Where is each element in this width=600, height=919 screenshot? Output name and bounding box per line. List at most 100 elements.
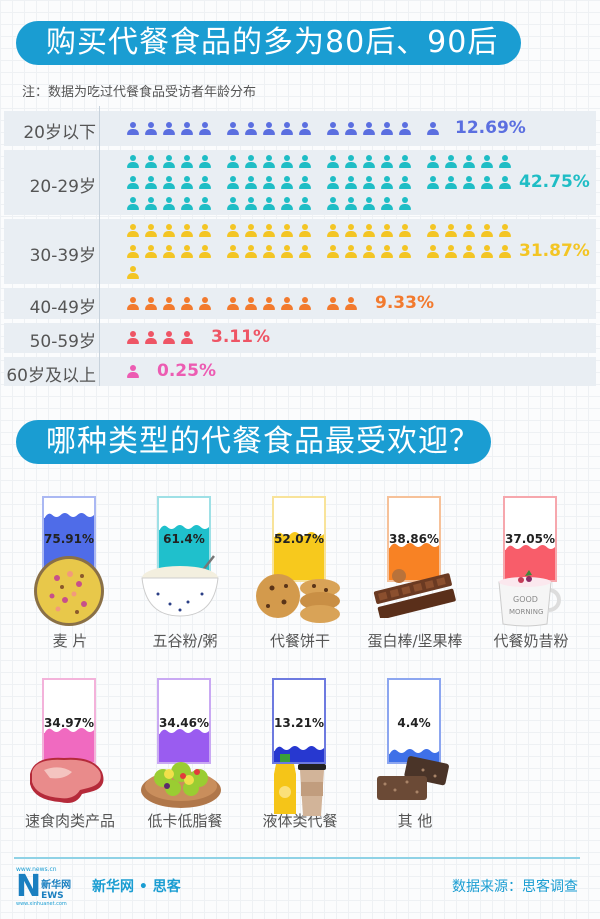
logo-top-url: www.news.cn	[16, 866, 57, 873]
glass-fill-level	[274, 532, 324, 580]
logo-news: EWS	[41, 891, 64, 901]
fill-glass	[272, 678, 326, 764]
person-icon	[427, 154, 439, 169]
section1-title: 购买代餐食品的多为80后、90后	[16, 21, 521, 65]
person-icon	[145, 331, 157, 345]
person-icon	[145, 223, 157, 238]
person-icon	[127, 331, 139, 345]
person-icon	[345, 244, 357, 259]
person-icon	[145, 154, 157, 169]
age-row	[4, 323, 596, 353]
glass-fill-level	[159, 729, 209, 762]
age-percentage: 31.87%	[519, 240, 590, 261]
person-icon	[181, 175, 193, 190]
person-icon	[163, 223, 175, 238]
section2-title: 哪种类型的代餐食品最受欢迎？	[16, 420, 491, 464]
food-percentage: 61.4%	[163, 532, 205, 546]
food-label: 其 他	[397, 812, 433, 830]
person-icon	[163, 296, 175, 311]
person-icon	[145, 196, 157, 211]
person-icon	[281, 121, 293, 136]
person-icon	[227, 154, 239, 169]
person-icon	[299, 196, 311, 211]
age-label: 40-49岁	[29, 297, 96, 318]
person-icon	[281, 154, 293, 169]
person-icon	[227, 175, 239, 190]
food-card: 13.21% 液体类代餐	[230, 678, 380, 838]
age-label: 30-39岁	[29, 245, 96, 266]
age-label: 20岁以下	[23, 122, 96, 143]
food-percentage: 37.05%	[505, 532, 555, 546]
person-icon	[499, 154, 511, 169]
person-icon	[363, 175, 375, 190]
person-icon	[363, 196, 375, 211]
person-icon	[381, 175, 393, 190]
shake-mug-icon: GOOD MORNING	[495, 568, 565, 632]
person-icon	[199, 296, 211, 311]
person-icons	[127, 331, 199, 345]
fill-glass	[503, 496, 557, 582]
person-icon	[499, 244, 511, 259]
glass-fill-level	[505, 545, 555, 580]
person-icon	[127, 175, 139, 190]
food-percentage: 75.91%	[44, 532, 94, 546]
person-icon	[399, 121, 411, 136]
cereal-bowl-icon	[32, 554, 106, 632]
person-icon	[427, 175, 439, 190]
age-label: 20-29岁	[29, 176, 96, 197]
person-icon	[263, 296, 275, 311]
person-icon	[363, 244, 375, 259]
fill-glass	[387, 496, 441, 582]
granola-bars-icon	[373, 754, 453, 808]
person-icon	[263, 244, 275, 259]
person-icon	[327, 223, 339, 238]
food-label: 代餐饼干	[269, 632, 330, 650]
person-icon	[199, 154, 211, 169]
person-icon	[281, 244, 293, 259]
person-icon	[427, 244, 439, 259]
person-icon	[381, 223, 393, 238]
glass-fill-level	[274, 746, 324, 762]
person-icon	[381, 121, 393, 136]
food-percentage: 52.07%	[274, 532, 324, 546]
age-row	[4, 357, 596, 386]
person-icon	[399, 154, 411, 169]
person-icon	[281, 175, 293, 190]
person-icon	[199, 196, 211, 211]
person-icon	[181, 121, 193, 136]
person-icon	[327, 121, 339, 136]
food-label: 麦 片	[52, 632, 88, 650]
food-percentage: 4.4%	[397, 716, 431, 730]
person-icon	[463, 223, 475, 238]
person-icon	[481, 175, 493, 190]
person-icon	[163, 244, 175, 259]
food-card: 34.97% 速食肉类产品	[0, 678, 150, 838]
food-card: 34.46% 低卡低脂餐	[115, 678, 265, 838]
food-label: 蛋白棒/坚果棒	[367, 632, 463, 650]
person-icon	[381, 196, 393, 211]
steak-icon	[24, 754, 108, 812]
fill-glass	[42, 678, 96, 764]
person-icon	[181, 296, 193, 311]
person-icon	[299, 296, 311, 311]
food-card: 61.4% 五谷粉/粥	[115, 496, 265, 656]
person-icon	[327, 154, 339, 169]
person-icon	[345, 154, 357, 169]
person-icon	[163, 175, 175, 190]
person-icon	[199, 121, 211, 136]
age-percentage: 12.69%	[455, 117, 526, 138]
juice-coffee-icon	[270, 754, 330, 822]
person-icon	[181, 331, 193, 345]
person-icon	[363, 223, 375, 238]
food-card: 75.91% 麦 片	[0, 496, 150, 656]
person-icon	[481, 154, 493, 169]
food-card: 37.05% GOOD MORNING 代餐奶昔粉	[461, 496, 600, 656]
person-icon	[299, 244, 311, 259]
brand-text: 新华网 • 思客	[92, 879, 181, 895]
chart-axis	[99, 106, 100, 386]
person-icon	[127, 121, 139, 136]
age-percentage: 3.11%	[211, 327, 270, 347]
age-label: 60岁及以上	[6, 365, 96, 386]
person-icon	[245, 121, 257, 136]
person-icon	[245, 244, 257, 259]
